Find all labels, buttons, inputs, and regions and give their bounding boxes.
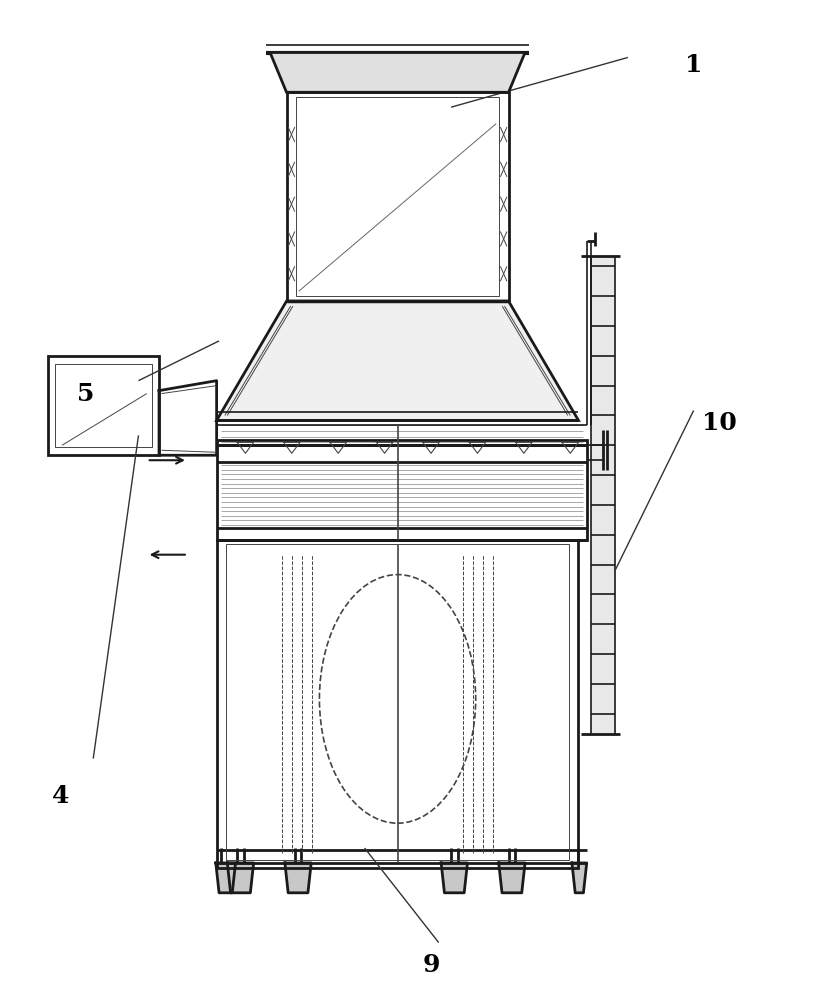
Polygon shape [441,863,467,893]
Polygon shape [571,863,586,893]
Bar [286,92,508,301]
Text: 1: 1 [685,53,702,77]
Polygon shape [284,863,311,893]
Polygon shape [227,863,253,893]
Bar [590,256,614,734]
Bar [48,356,159,455]
Bar [296,97,498,296]
Text: 4: 4 [52,784,69,808]
Polygon shape [498,863,524,893]
Polygon shape [270,52,524,92]
Polygon shape [217,301,578,420]
Polygon shape [216,863,235,893]
Bar [217,540,578,868]
Bar [55,364,152,447]
Text: 9: 9 [422,953,439,977]
Bar [217,440,586,540]
Text: 5: 5 [77,382,94,406]
Bar [227,544,568,860]
Text: 10: 10 [701,411,736,435]
